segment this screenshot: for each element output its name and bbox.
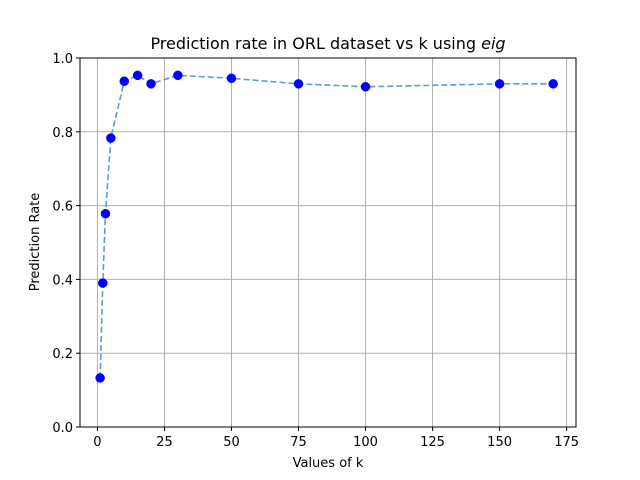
- data-point: [293, 79, 304, 89]
- data-point: [146, 79, 156, 89]
- data-point: [548, 79, 558, 89]
- x-tick-label: 0: [93, 435, 101, 450]
- series-layer: [95, 70, 558, 383]
- y-tick-label: 0.4: [52, 273, 73, 288]
- y-tick-label: 0.2: [52, 347, 73, 362]
- chart-title-main: Prediction rate in ORL dataset vs k usin…: [150, 34, 481, 53]
- data-point: [100, 208, 111, 219]
- chart-title-emphasis: eig: [481, 34, 505, 53]
- x-tick-label: 100: [353, 435, 378, 450]
- data-point: [360, 82, 371, 92]
- data-point: [132, 70, 143, 81]
- data-point: [226, 73, 237, 84]
- y-axis-ticks: 0.0 0.2 0.4 0.6 0.8 1.0: [52, 52, 80, 436]
- y-tick-label: 1.0: [52, 52, 73, 67]
- x-tick-label: 175: [554, 435, 579, 450]
- data-point: [106, 133, 116, 143]
- data-point: [494, 79, 505, 89]
- data-point: [95, 373, 105, 383]
- x-tick-label: 125: [420, 435, 445, 450]
- data-point: [173, 70, 183, 81]
- x-tick-label: 150: [487, 435, 512, 450]
- y-axis-label: Prediction Rate: [28, 193, 43, 292]
- y-tick-label: 0.6: [52, 200, 73, 215]
- data-point: [119, 76, 129, 86]
- y-tick-label: 0.0: [52, 421, 73, 436]
- chart-title: Prediction rate in ORL dataset vs k usin…: [150, 34, 505, 53]
- x-axis-ticks: 0 25 50 75 100 125 150 175: [93, 427, 579, 450]
- x-axis-label: Values of k: [293, 456, 364, 471]
- y-tick-label: 0.8: [52, 126, 73, 141]
- x-tick-label: 25: [156, 435, 173, 450]
- x-tick-label: 75: [290, 435, 307, 450]
- plot-frame: [79, 57, 577, 428]
- x-tick-label: 50: [223, 435, 240, 450]
- data-point: [98, 278, 108, 288]
